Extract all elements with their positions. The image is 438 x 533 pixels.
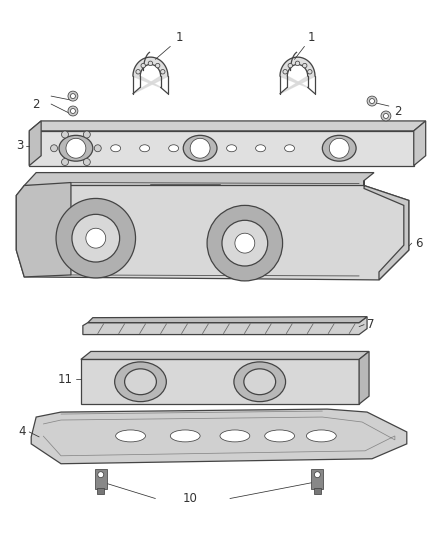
- Ellipse shape: [220, 430, 250, 442]
- Circle shape: [155, 63, 160, 68]
- Circle shape: [136, 69, 140, 74]
- Circle shape: [83, 131, 90, 138]
- Ellipse shape: [140, 145, 150, 152]
- Ellipse shape: [244, 369, 276, 394]
- FancyBboxPatch shape: [95, 469, 107, 489]
- Polygon shape: [31, 409, 407, 464]
- Circle shape: [222, 220, 268, 266]
- Ellipse shape: [285, 145, 294, 152]
- Circle shape: [307, 69, 312, 74]
- Ellipse shape: [183, 135, 217, 161]
- Polygon shape: [133, 57, 168, 94]
- Polygon shape: [414, 121, 426, 166]
- Ellipse shape: [226, 145, 237, 152]
- Polygon shape: [88, 317, 367, 322]
- Circle shape: [303, 63, 307, 68]
- Ellipse shape: [170, 430, 200, 442]
- Polygon shape: [16, 181, 409, 280]
- Circle shape: [83, 158, 90, 166]
- Text: 4: 4: [19, 425, 26, 439]
- Text: 2: 2: [394, 106, 401, 118]
- Ellipse shape: [234, 362, 286, 402]
- Circle shape: [288, 63, 293, 68]
- Circle shape: [207, 205, 283, 281]
- Polygon shape: [29, 121, 41, 166]
- Text: 10: 10: [183, 492, 198, 505]
- Ellipse shape: [111, 145, 120, 152]
- Circle shape: [71, 109, 75, 114]
- FancyBboxPatch shape: [81, 359, 359, 404]
- Circle shape: [66, 139, 86, 158]
- FancyBboxPatch shape: [314, 488, 321, 494]
- Polygon shape: [29, 121, 426, 131]
- Ellipse shape: [307, 430, 336, 442]
- FancyBboxPatch shape: [311, 469, 323, 489]
- Circle shape: [71, 94, 75, 99]
- Text: 6: 6: [415, 237, 422, 249]
- Text: 2: 2: [32, 98, 39, 110]
- Ellipse shape: [265, 430, 294, 442]
- Circle shape: [190, 139, 210, 158]
- Circle shape: [161, 69, 165, 74]
- Text: 3: 3: [16, 139, 23, 152]
- Polygon shape: [280, 57, 315, 94]
- Text: 11: 11: [58, 373, 73, 386]
- Circle shape: [68, 106, 78, 116]
- Circle shape: [235, 233, 255, 253]
- Circle shape: [50, 145, 57, 152]
- Text: 7: 7: [367, 318, 374, 331]
- Circle shape: [72, 214, 120, 262]
- Circle shape: [383, 114, 389, 118]
- Circle shape: [329, 139, 349, 158]
- Ellipse shape: [115, 362, 166, 402]
- Circle shape: [370, 99, 374, 103]
- Circle shape: [68, 91, 78, 101]
- Circle shape: [86, 228, 106, 248]
- Circle shape: [141, 63, 145, 68]
- Circle shape: [148, 61, 153, 66]
- Circle shape: [314, 472, 320, 478]
- Polygon shape: [83, 317, 367, 335]
- Ellipse shape: [169, 145, 179, 152]
- Polygon shape: [359, 351, 369, 404]
- Polygon shape: [24, 173, 374, 185]
- Ellipse shape: [198, 145, 208, 152]
- Ellipse shape: [124, 369, 156, 394]
- Circle shape: [283, 69, 287, 74]
- Circle shape: [381, 111, 391, 121]
- Polygon shape: [16, 182, 71, 277]
- Ellipse shape: [256, 145, 265, 152]
- Polygon shape: [364, 181, 409, 280]
- Circle shape: [367, 96, 377, 106]
- Circle shape: [56, 198, 135, 278]
- Ellipse shape: [59, 135, 93, 161]
- Circle shape: [61, 131, 68, 138]
- Ellipse shape: [116, 430, 145, 442]
- FancyBboxPatch shape: [97, 488, 104, 494]
- Text: 1: 1: [307, 31, 315, 44]
- Circle shape: [295, 61, 300, 66]
- FancyBboxPatch shape: [29, 131, 414, 166]
- Circle shape: [94, 145, 101, 152]
- Polygon shape: [81, 351, 369, 359]
- Text: 1: 1: [175, 31, 183, 44]
- Circle shape: [98, 472, 104, 478]
- Ellipse shape: [322, 135, 356, 161]
- Circle shape: [61, 158, 68, 166]
